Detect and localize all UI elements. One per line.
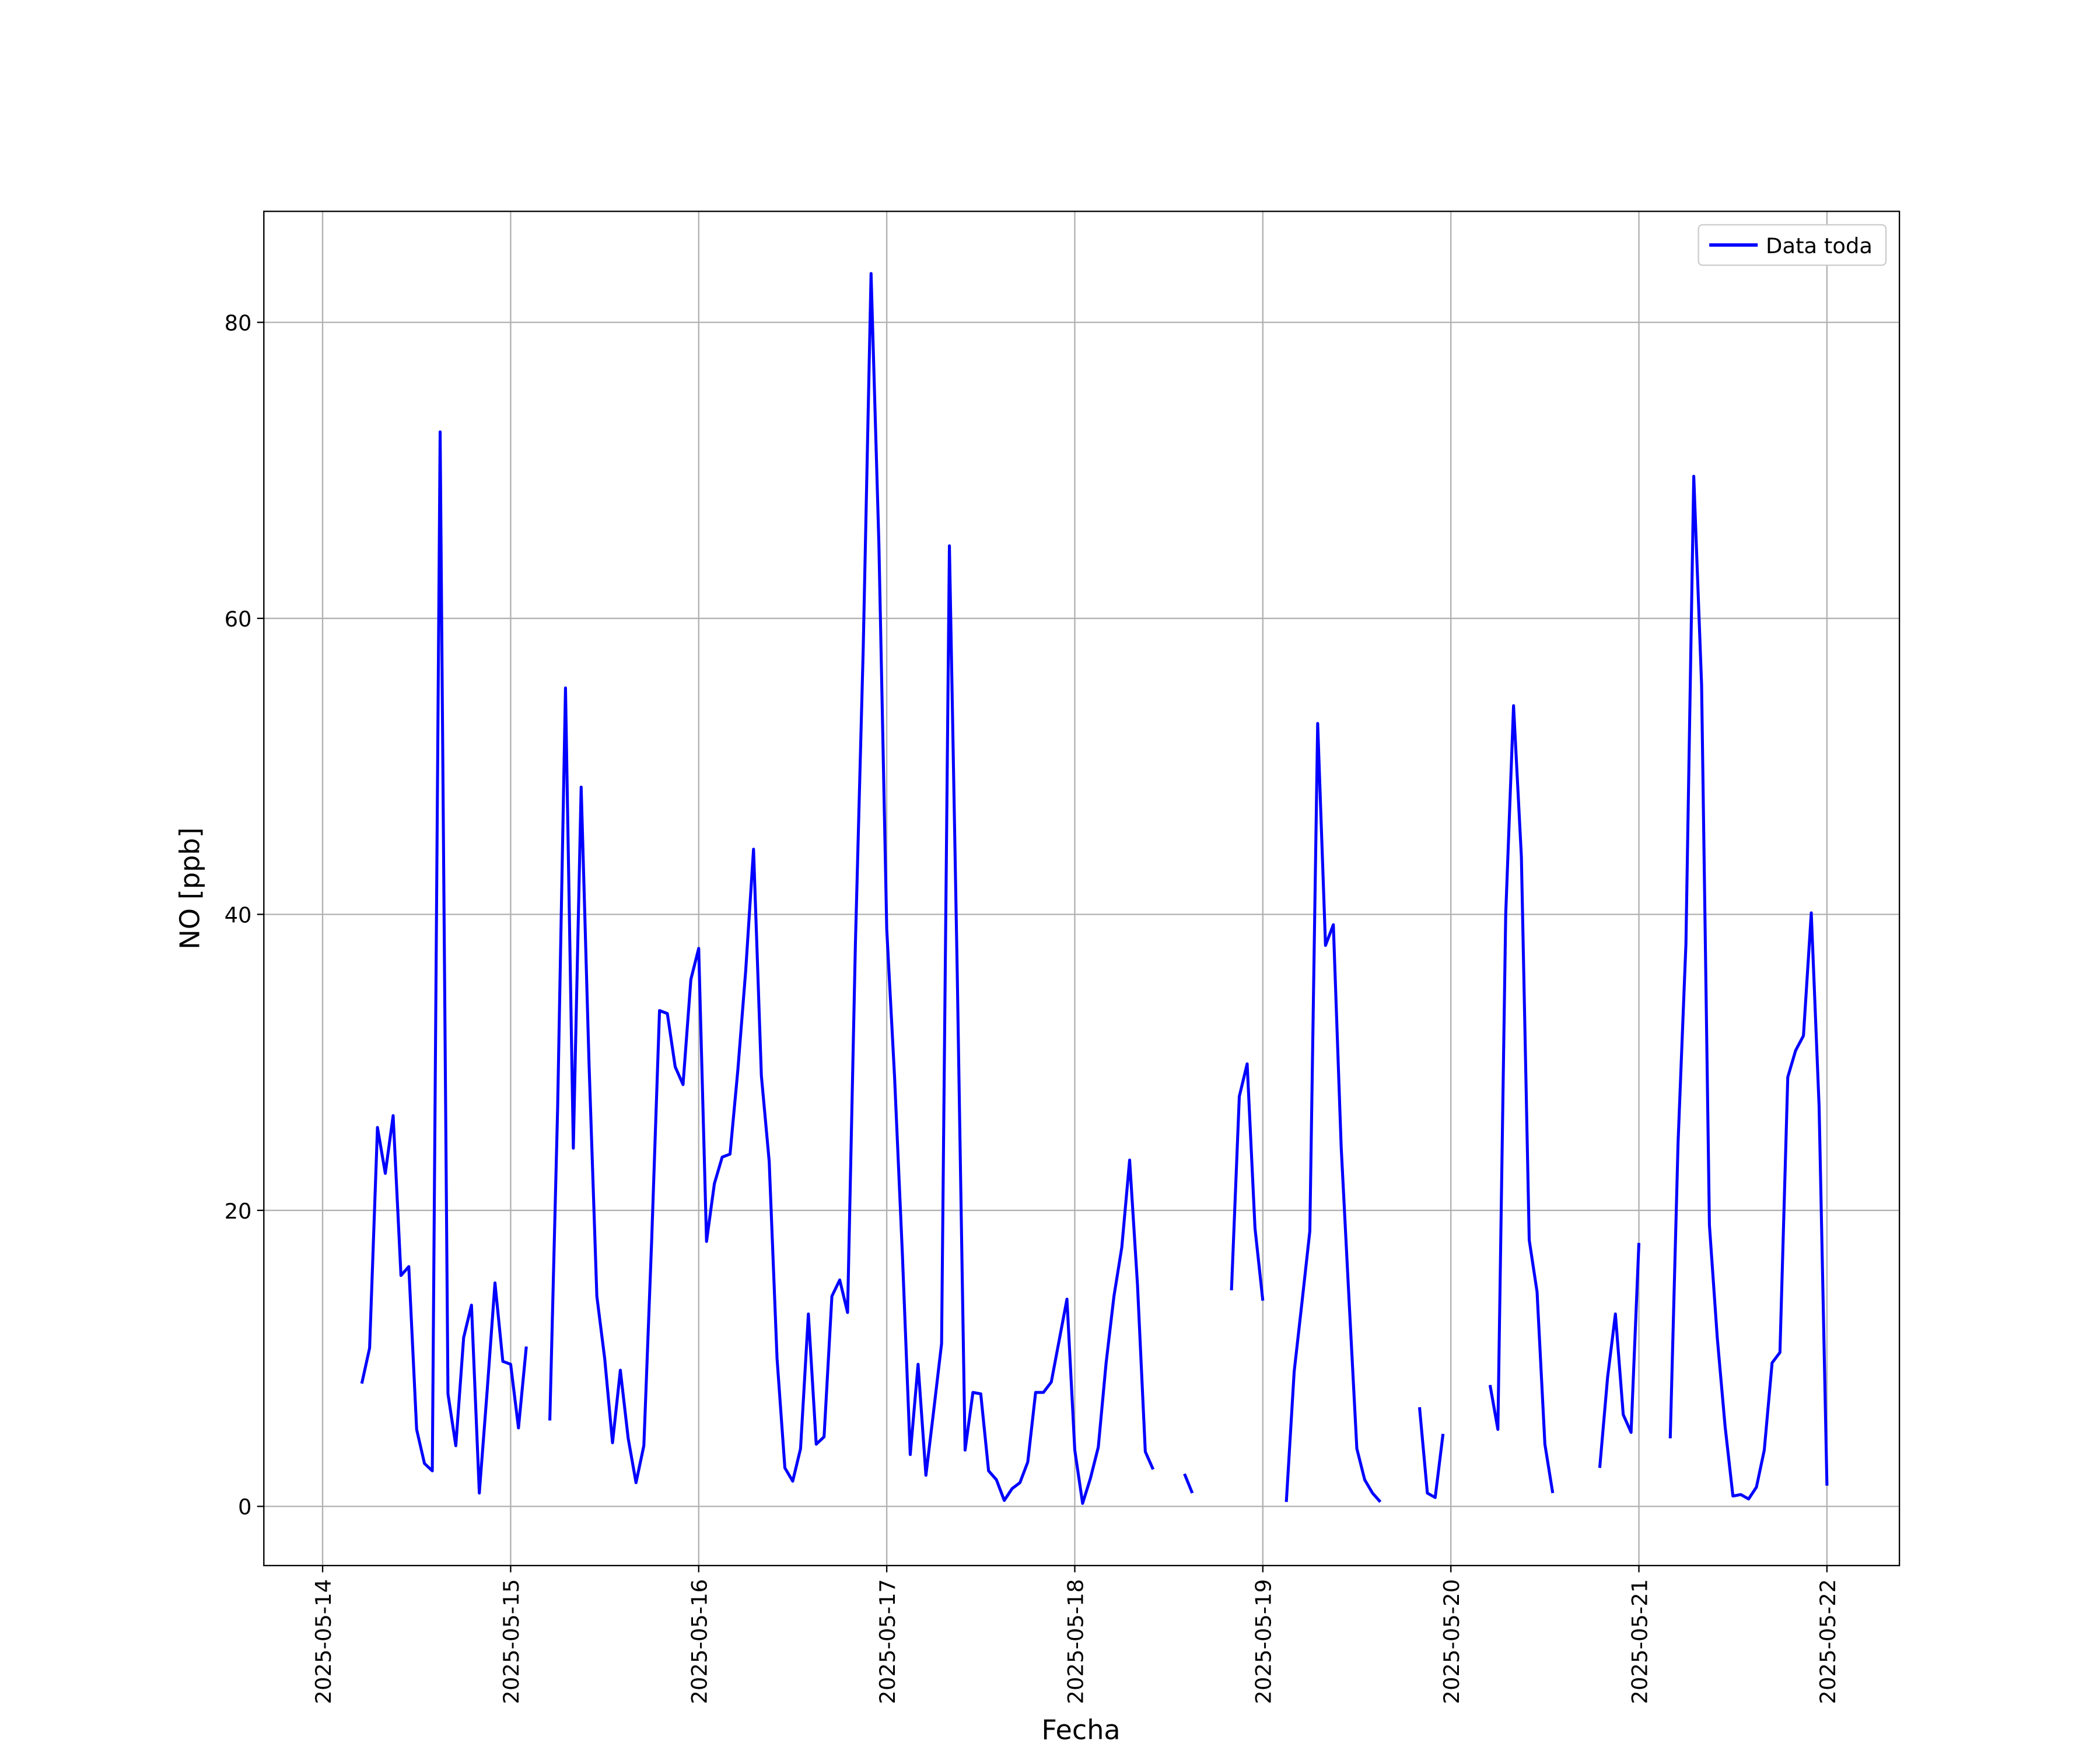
plot-frame	[263, 211, 1901, 1566]
y-tick-label: 80	[225, 310, 252, 335]
x-tick-label: 2025-05-18	[1063, 1579, 1088, 1704]
x-tick-label: 2025-05-17	[875, 1579, 900, 1704]
legend: Data toda	[1698, 224, 1887, 266]
legend-box	[1698, 224, 1887, 266]
x-tick-label: 2025-05-14	[311, 1579, 336, 1704]
legend-label: Data toda	[1766, 233, 1873, 258]
x-tick-label: 2025-05-21	[1627, 1579, 1652, 1704]
y-tick-label: 0	[238, 1494, 251, 1520]
x-tick-label: 2025-05-19	[1251, 1579, 1276, 1704]
x-axis-label: Fecha	[1041, 1714, 1120, 1746]
x-tick-label: 2025-05-20	[1439, 1579, 1464, 1704]
y-tick-label: 40	[225, 902, 252, 928]
data-line	[360, 272, 1829, 1505]
y-axis-label: NO [ppb]	[174, 827, 206, 949]
x-tick-label: 2025-05-22	[1815, 1579, 1840, 1704]
y-tick-label: 60	[225, 607, 252, 632]
y-tick-label: 20	[225, 1199, 252, 1224]
x-tick-label: 2025-05-15	[499, 1579, 524, 1704]
x-tick-label: 2025-05-16	[687, 1579, 712, 1704]
